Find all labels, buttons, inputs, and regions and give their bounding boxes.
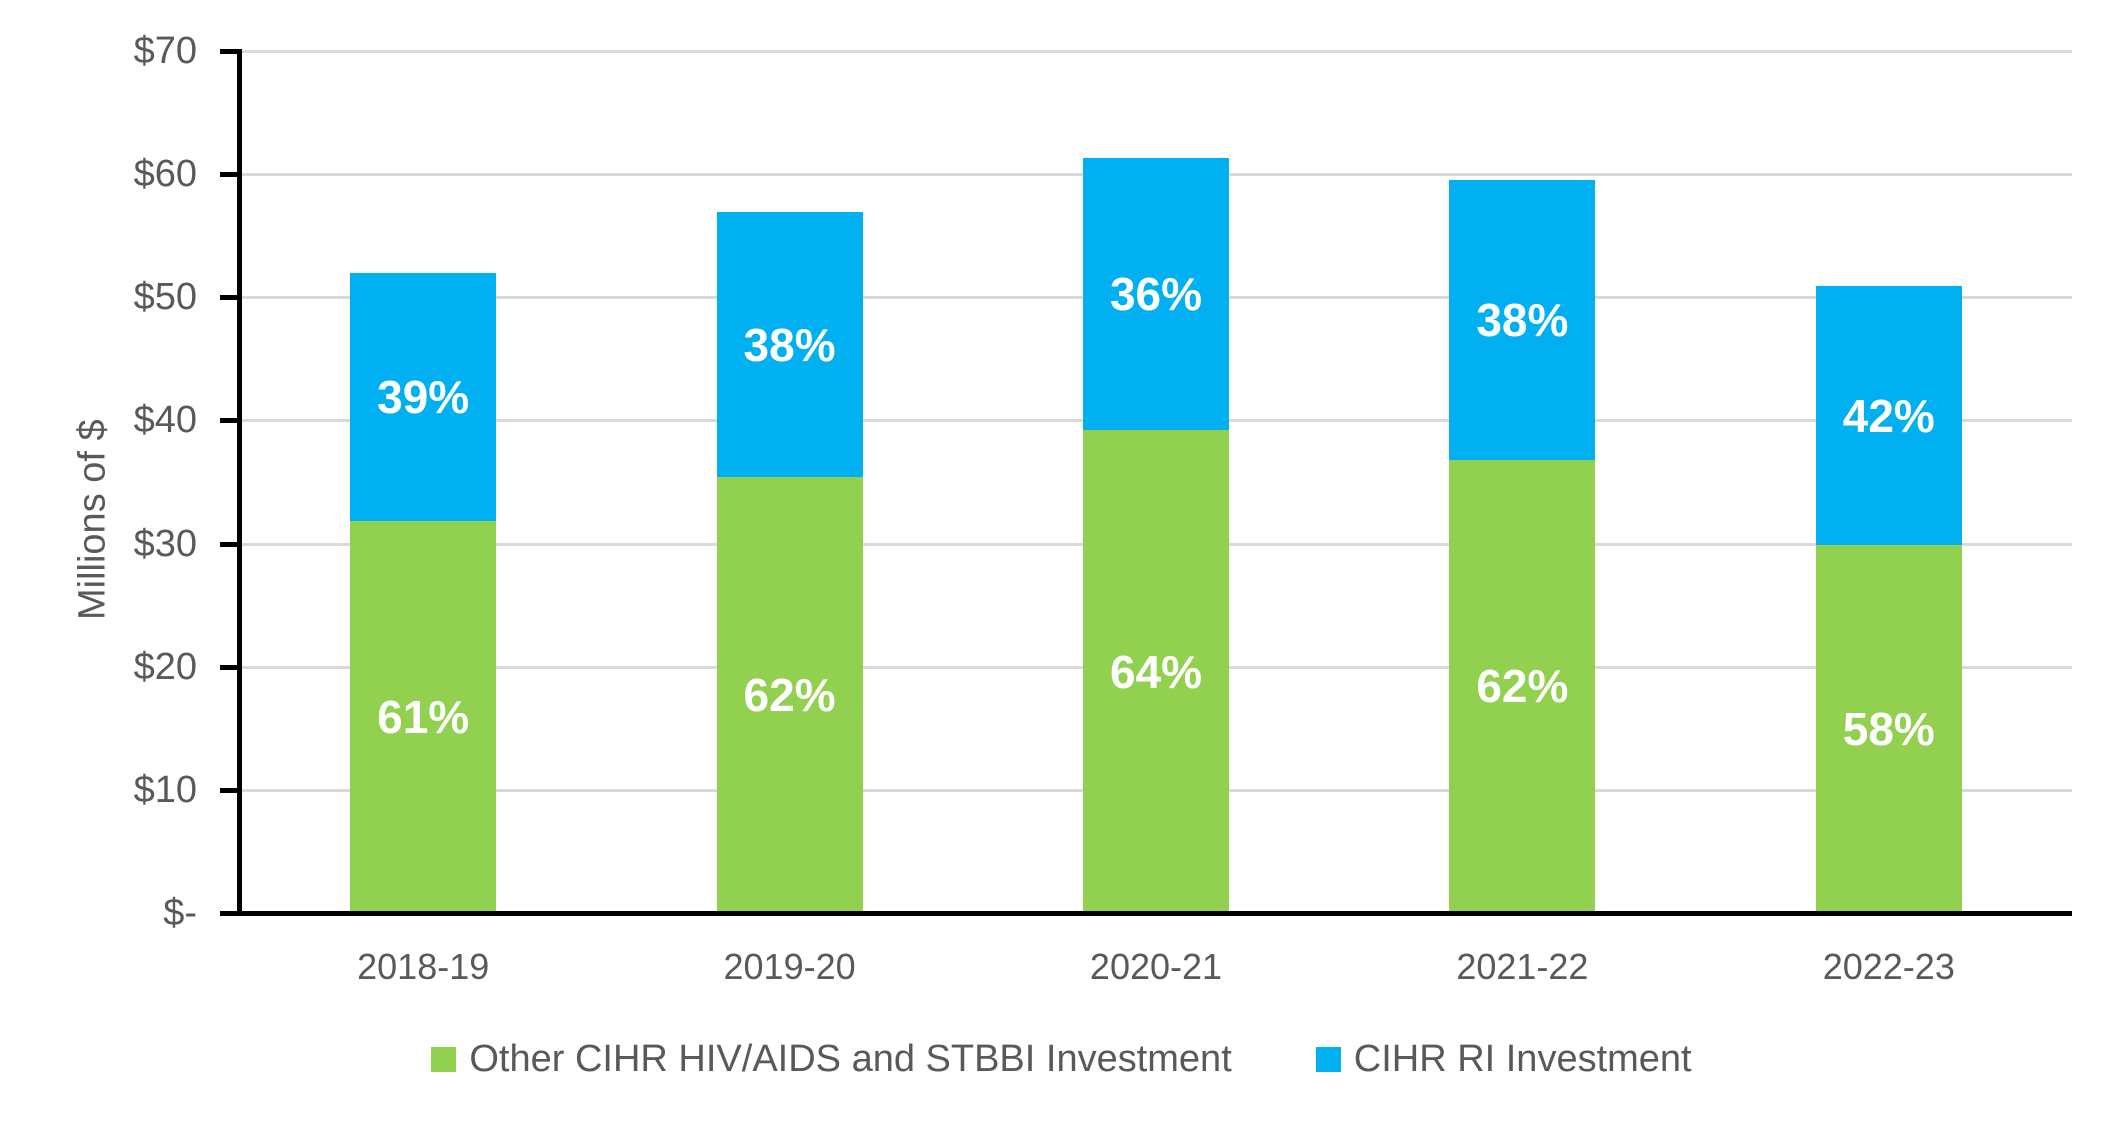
bar-segment-2019-20-series0: 62% <box>716 477 863 913</box>
bar-segment-2022-23-series0: 58% <box>1815 544 1962 913</box>
y-tick-label-20: $20 <box>133 645 197 688</box>
bar-2019-20: 62% 38% <box>716 51 863 913</box>
segment-label-2019-20-series0: 62% <box>743 669 836 722</box>
y-tick-mark-20 <box>220 664 240 670</box>
bar-2018-19: 61% 39% <box>350 51 497 913</box>
segment-label-2020-21-series0: 64% <box>1109 645 1203 698</box>
gridline-70 <box>240 50 2072 53</box>
bar-segment-2018-19-series1: 39% <box>350 272 497 522</box>
bar-segment-2018-19-series0: 61% <box>350 521 497 913</box>
bar-2022-23: 58% 42% <box>1815 51 1962 913</box>
segment-label-2021-22-series1: 38% <box>1476 294 1569 347</box>
legend-swatch-icon-series1 <box>1315 1046 1341 1072</box>
segment-label-2019-20-series1: 38% <box>743 318 836 371</box>
bar-segment-2019-20-series1: 38% <box>716 212 863 478</box>
y-tick-mark-10 <box>220 787 240 793</box>
legend-label-series0: Other CIHR HIV/AIDS and STBBI Investment <box>469 1038 1232 1080</box>
y-tick-mark-30 <box>220 541 240 547</box>
segment-label-2018-19-series0: 61% <box>377 691 470 744</box>
segment-label-2022-23-series1: 42% <box>1842 389 1935 442</box>
bar-segment-2022-23-series1: 42% <box>1815 286 1962 545</box>
bar-group-2022-23: 58% 42% <box>1706 51 2072 913</box>
x-axis-line <box>237 911 2072 916</box>
legend-item-series1: CIHR RI Investment <box>1315 1036 1692 1082</box>
bar-2021-22: 62% 38% <box>1449 51 1596 913</box>
bar-segment-2020-21-series1: 36% <box>1082 158 1229 431</box>
y-tick-label-40: $40 <box>133 399 197 442</box>
bar-group-2019-20: 62% 38% <box>606 51 972 913</box>
bar-segment-2020-21-series0: 64% <box>1082 430 1229 913</box>
y-axis-line <box>237 49 242 915</box>
y-tick-mark-60 <box>220 172 240 178</box>
y-tick-label-60: $60 <box>133 153 197 196</box>
bar-group-2021-22: 62% 38% <box>1339 51 1705 913</box>
segment-label-2022-23-series0: 58% <box>1842 702 1935 755</box>
y-tick-label-50: $50 <box>133 276 197 319</box>
x-tick-label-2020-21: 2020-21 <box>1089 946 1223 987</box>
y-tick-label-0: $- <box>163 892 197 934</box>
legend-item-series0: Other CIHR HIV/AIDS and STBBI Investment <box>431 1036 1232 1082</box>
bar-group-2018-19: 61% 39% <box>240 51 606 913</box>
x-tick-label-2022-23: 2022-23 <box>1822 946 1955 987</box>
segment-label-2018-19-series1: 39% <box>377 371 470 424</box>
bar-group-2020-21: 64% 36% <box>973 51 1339 913</box>
legend-label-series1: CIHR RI Investment <box>1353 1038 1692 1080</box>
y-tick-label-10: $10 <box>133 768 197 811</box>
segment-label-2020-21-series1: 36% <box>1109 268 1203 321</box>
bar-2020-21: 64% 36% <box>1082 51 1229 913</box>
x-tick-label-2018-19: 2018-19 <box>357 946 490 987</box>
y-tick-label-30: $30 <box>133 522 197 565</box>
y-tick-mark-70 <box>220 49 240 54</box>
y-tick-label-70: $70 <box>133 30 197 72</box>
legend-swatch-icon-series0 <box>431 1046 457 1072</box>
segment-label-2021-22-series0: 62% <box>1476 660 1569 713</box>
y-tick-mark-40 <box>220 418 240 424</box>
x-tick-label-2021-22: 2021-22 <box>1456 946 1589 987</box>
bar-segment-2021-22-series1: 38% <box>1449 180 1596 460</box>
x-tick-label-2019-20: 2019-20 <box>723 946 856 987</box>
chart-legend: Other CIHR HIV/AIDS and STBBI Investment… <box>0 1036 2123 1082</box>
bar-segment-2021-22-series0: 62% <box>1449 459 1596 913</box>
y-tick-mark-50 <box>220 295 240 301</box>
y-tick-mark-0 <box>220 911 240 916</box>
